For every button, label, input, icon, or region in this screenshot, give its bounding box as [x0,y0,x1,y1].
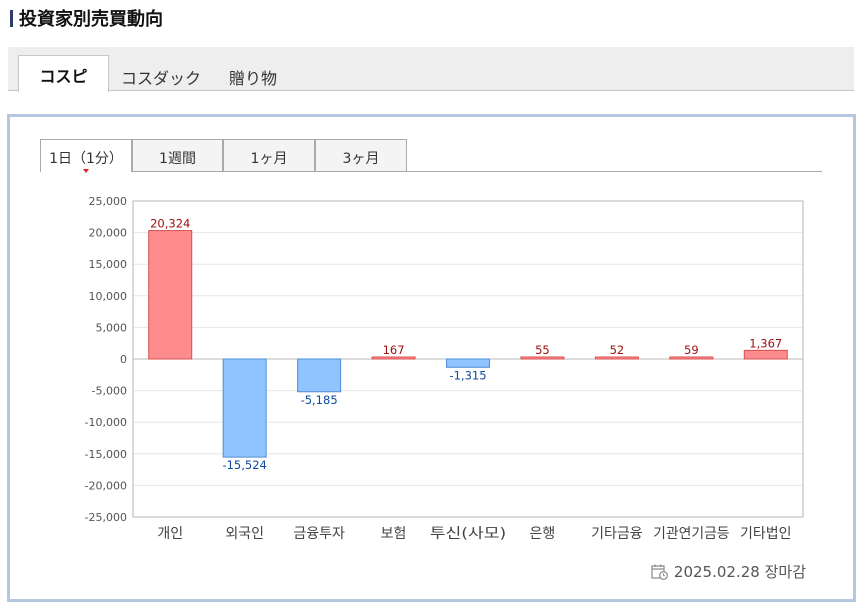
y-tick-label: 10,000 [89,290,128,303]
tab-period-3month[interactable]: 3ヶ月 [315,139,407,171]
bar-value-label: 167 [383,343,405,357]
x-category-label: 기타금융 [591,526,643,542]
tab-kosdaq[interactable]: コスダック [121,69,202,88]
x-category-label: 금융투자 [293,526,345,542]
x-category-label: 기타법인 [740,526,792,542]
bar-value-label: -15,524 [222,458,266,472]
bar [148,230,193,360]
selected-caret-icon [83,169,89,173]
calendar-clock-icon [651,564,668,580]
bar-value-label: 59 [684,343,699,357]
bar [446,358,490,368]
x-category-label: 은행 [530,526,556,542]
y-tick-label: 15,000 [89,258,128,271]
tab-period-1day[interactable]: 1日（1分） [40,139,132,173]
bar [594,356,639,360]
tab-kospi[interactable]: コスピ [18,55,109,92]
plot-frame [132,200,804,518]
bar [520,356,565,360]
tab-period-1week[interactable]: 1週間 [132,139,223,171]
bar-value-label: -1,315 [449,368,486,382]
market-status: 2025.02.28 장마감 [651,561,806,583]
market-date: 2025.02.28 [673,563,760,581]
y-tick-label: -15,000 [85,448,127,461]
y-tick-label: 0 [120,353,127,366]
x-category-label: 투신(사모) [430,526,506,542]
y-tick-label: 20,000 [89,227,128,240]
x-category-label: 보험 [381,526,407,542]
title-accent-bar [10,10,13,27]
x-category-label: 개인 [157,526,183,542]
bar [297,358,342,393]
tab-period-1month[interactable]: 1ヶ月 [223,139,315,171]
page-title: 投資家別売買動向 [10,8,163,32]
y-tick-label: 5,000 [96,321,128,334]
bar [743,349,788,360]
y-tick-label: 25,000 [89,195,128,208]
x-category-label: 기관연기금등 [653,526,730,542]
investor-trading-bar-chart: 25,000 20,000 15,000 10,000 5,000 0 -5,000 -10,… [85,195,804,542]
period-tabs: 1日（1分） 1週間 1ヶ月 3ヶ月 [40,139,822,173]
bar-value-label: 52 [610,343,625,357]
bar-value-label: 20,324 [150,217,190,231]
bar [669,356,714,360]
y-tick-label: -25,000 [85,511,127,524]
bar [371,356,416,360]
y-tick-label: -20,000 [85,479,127,492]
market-close-label: 장마감 [764,563,806,581]
bar-value-label: -5,185 [301,393,338,407]
bar-value-label: 55 [535,343,550,357]
market-tabs: コスピ コスダック 贈り物 [8,47,854,92]
bar [222,358,267,458]
y-tick-label: -10,000 [85,416,127,429]
page-title-text: 投資家別売買動向 [19,9,163,30]
y-tick-label: -5,000 [92,385,127,398]
bar-value-label: 1,367 [749,336,782,350]
tab-period-1day-label: 1日（1分） [49,151,123,167]
chart-panel: 1日（1分） 1週間 1ヶ月 3ヶ月 25,000 20,000 15,000 10,… [7,114,856,602]
x-category-label: 외국인 [225,526,264,542]
tab-gift[interactable]: 贈り物 [229,69,278,88]
